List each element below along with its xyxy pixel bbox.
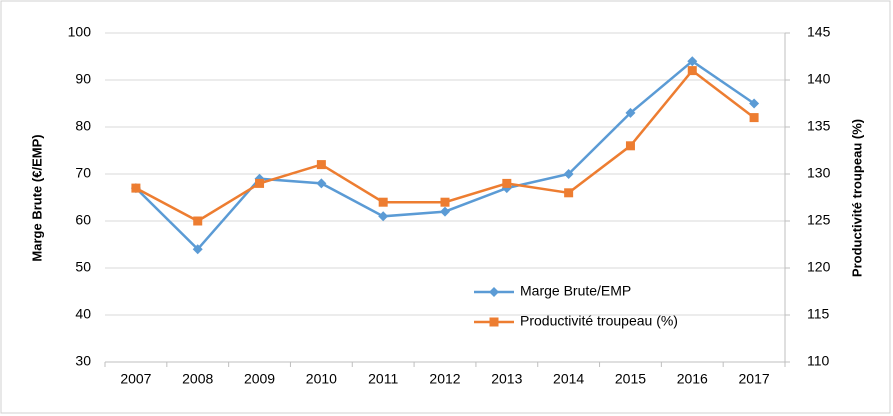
y-tick-label: 80 xyxy=(75,118,91,134)
data-point xyxy=(749,113,759,123)
data-point xyxy=(564,188,574,198)
x-tick-label: 2007 xyxy=(120,371,151,387)
data-point xyxy=(625,107,636,118)
y-tick-label: 70 xyxy=(75,165,91,181)
x-tick-label: 2008 xyxy=(182,371,213,387)
data-point xyxy=(440,197,450,207)
x-tick-label: 2010 xyxy=(306,371,337,387)
data-point xyxy=(440,206,450,217)
data-point xyxy=(316,178,327,189)
data-point xyxy=(625,141,635,151)
y2-tick-label: 120 xyxy=(807,259,831,275)
y-tick-label: 100 xyxy=(68,24,92,40)
x-tick-label: 2009 xyxy=(244,371,275,387)
legend-label: Marge Brute/EMP xyxy=(520,283,631,299)
y2-tick-label: 110 xyxy=(807,353,830,369)
data-point xyxy=(687,56,698,67)
data-point xyxy=(193,216,203,226)
x-tick-label: 2017 xyxy=(739,371,770,387)
y2-axis-title: Productivité troupeau (%) xyxy=(849,119,864,277)
y2-tick-label: 135 xyxy=(807,118,831,134)
y-tick-label: 50 xyxy=(75,259,91,275)
x-tick-label: 2015 xyxy=(615,371,646,387)
data-point xyxy=(563,169,574,179)
y-axis-title: Marge Brute (€/EMP) xyxy=(29,134,44,261)
y2-tick-label: 145 xyxy=(807,24,831,40)
x-tick-label: 2012 xyxy=(429,371,460,387)
y-tick-label: 60 xyxy=(75,212,91,228)
data-point xyxy=(131,183,141,193)
data-point xyxy=(687,66,697,76)
data-point xyxy=(192,244,203,255)
x-tick-label: 2016 xyxy=(677,371,708,387)
data-point xyxy=(378,197,388,207)
y-tick-label: 90 xyxy=(75,71,91,87)
y2-tick-label: 140 xyxy=(807,71,831,87)
data-point xyxy=(502,178,512,188)
data-point xyxy=(316,160,326,170)
legend-label: Productivité troupeau (%) xyxy=(520,313,678,329)
x-tick-label: 2014 xyxy=(553,371,584,387)
legend-marker xyxy=(489,317,499,327)
y2-tick-label: 115 xyxy=(807,306,830,322)
y-tick-label: 40 xyxy=(75,306,91,322)
x-tick-label: 2011 xyxy=(368,371,398,387)
data-point xyxy=(749,98,760,109)
data-point xyxy=(378,211,389,222)
data-point xyxy=(255,178,265,188)
y-tick-label: 30 xyxy=(75,353,91,369)
y2-tick-label: 125 xyxy=(807,212,831,228)
x-tick-label: 2013 xyxy=(491,371,522,387)
y2-tick-label: 130 xyxy=(807,165,831,181)
legend-marker xyxy=(489,287,499,297)
